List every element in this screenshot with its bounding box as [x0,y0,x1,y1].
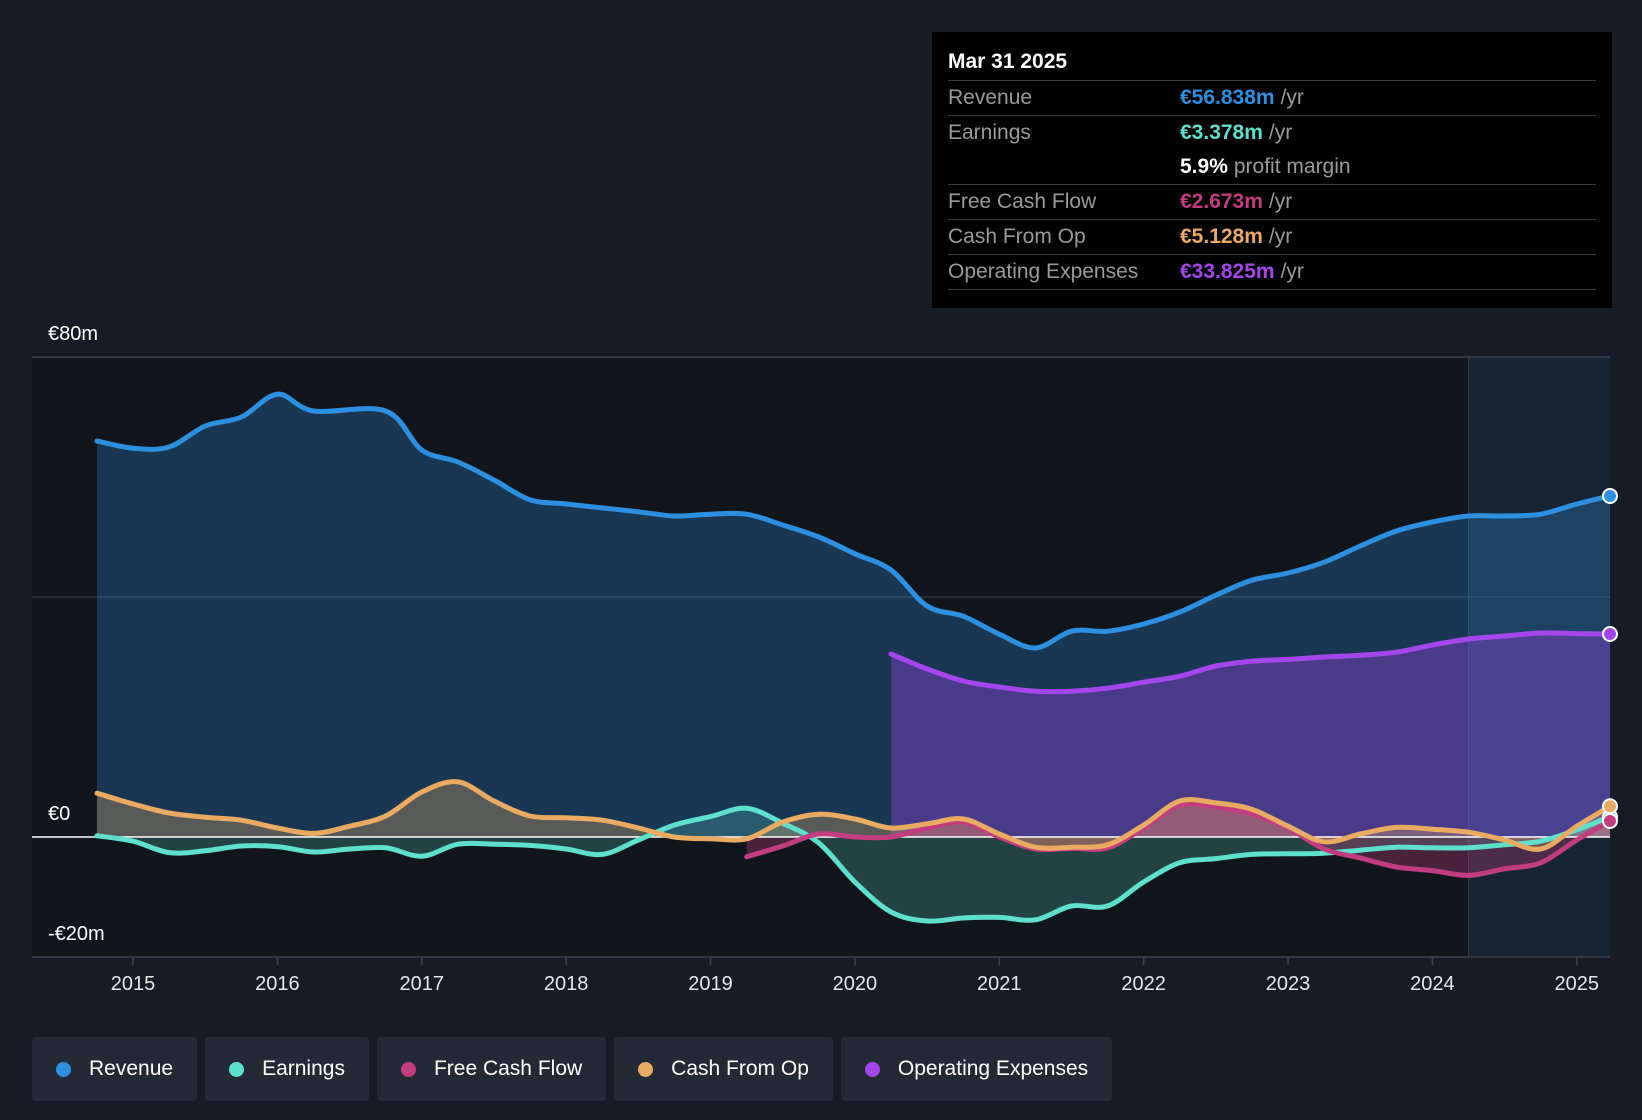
earnings-dot-icon [229,1061,245,1077]
operating-expenses-line [888,630,1613,695]
gridlines [32,356,1610,958]
free-cash-flow-dot-icon [400,1061,416,1077]
tooltip-date: Mar 31 2025 [948,50,1068,73]
tooltip-value: €3.378m [1180,121,1263,144]
x-tick-label: 2019 [688,973,733,995]
data-tooltip: Mar 31 2025 Revenue €56.838m /yr Earning… [932,32,1612,308]
y-axis-label-zero: €0 [48,803,70,825]
tooltip-bottom-rule [948,289,1596,290]
tooltip-unit: /yr [1280,260,1304,283]
tooltip-label: Revenue [948,86,1033,109]
future-highlight-band [1468,357,1610,957]
tooltip-label: Operating Expenses [948,260,1139,283]
tooltip-value: €33.825m [1180,260,1275,283]
revenue-end-marker [1602,487,1618,504]
tooltip-row-profit-margin: 5.9% profit margin [948,150,1596,184]
x-tick-label: 2025 [1555,973,1600,995]
chart-legend: Revenue Earnings Free Cash Flow Cash Fro… [32,1037,1113,1101]
cash-from-op-end-marker [1602,798,1618,815]
tooltip-value: 5.9% [1180,155,1228,178]
series-lines [94,391,1613,924]
tooltip-unit: /yr [1268,225,1293,248]
operating-expenses-dot-icon [864,1061,880,1077]
series-areas [96,394,1610,922]
tooltip-row-revenue: Revenue €56.838m /yr [948,80,1596,115]
legend-label: Operating Expenses [897,1057,1089,1080]
legend-label: Cash From Op [671,1057,809,1080]
tooltip-unit: profit margin [1233,155,1351,178]
free-cash-flow-line [744,801,1613,878]
y-axis-label-top: €80m [48,323,98,345]
tooltip-unit: /yr [1268,190,1293,213]
tooltip-value: €5.128m [1180,225,1263,248]
cash-from-op-area [96,781,1610,850]
cash-from-op-dot-icon [638,1061,654,1077]
y-axis-label-bottom: -€20m [48,923,105,945]
tooltip-value: €56.838m [1180,86,1275,109]
tooltip-row-earnings: Earnings €3.378m /yr [948,115,1596,150]
earnings-area [96,808,1610,922]
tooltip-label: Earnings [948,121,1031,144]
series-end-markers [1602,487,1618,829]
x-tick-label: 2021 [977,973,1022,995]
tooltip-label: Free Cash Flow [948,190,1097,213]
x-tick-label: 2022 [1121,973,1166,995]
revenue-line [94,391,1613,651]
tooltip-unit: /yr [1280,86,1304,109]
free-cash-flow-end-marker [1602,812,1618,829]
x-axis-ticks: 2015 2016 2017 2018 2019 2020 2021 2022 2023 2024… [111,957,1599,995]
tooltip-value: €2.673m [1180,190,1263,213]
revenue-dot-icon [56,1061,71,1077]
x-tick-label: 2018 [544,973,589,995]
tooltip-row-operating-expenses: Operating Expenses €33.825m /yr [948,254,1596,289]
x-tick-label: 2023 [1266,973,1311,995]
x-tick-label: 2024 [1410,973,1455,995]
legend-label: Revenue [89,1057,174,1080]
legend-item-revenue[interactable]: Revenue [32,1037,198,1101]
revenue-area [96,394,1610,837]
x-tick-label: 2016 [255,973,300,995]
legend-label: Free Cash Flow [433,1057,583,1080]
operating-expenses-end-marker [1602,626,1618,643]
x-tick-label: 2020 [833,973,878,995]
free-cash-flow-area [746,803,1610,876]
legend-item-free-cash-flow[interactable]: Free Cash Flow [376,1037,607,1101]
earnings-line [94,805,1613,924]
operating-expenses-area [891,632,1610,837]
legend-item-cash-from-op[interactable]: Cash From Op [614,1037,833,1101]
legend-item-operating-expenses[interactable]: Operating Expenses [840,1037,1113,1101]
cash-from-op-line [94,779,1613,852]
legend-item-earnings[interactable]: Earnings [205,1037,369,1101]
tooltip-row-free-cash-flow: Free Cash Flow €2.673m /yr [948,184,1596,219]
tooltip-label: Cash From Op [948,225,1086,248]
tooltip-row-cash-from-op: Cash From Op €5.128m /yr [948,219,1596,254]
tooltip-unit: /yr [1268,121,1293,144]
legend-label: Earnings [262,1057,345,1080]
x-tick-label: 2015 [111,973,156,995]
x-tick-label: 2017 [400,973,445,995]
